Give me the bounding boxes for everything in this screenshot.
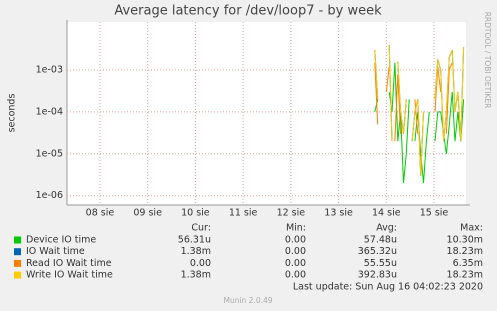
legend-swatch <box>14 259 21 267</box>
footer: Munin 2.0.49 <box>223 296 272 305</box>
y-tick-label: 1e-03 <box>36 65 63 76</box>
legend-value: 18.23m <box>447 270 483 281</box>
legend-value: 18.23m <box>447 246 483 257</box>
legend-value: 1.38m <box>181 270 211 281</box>
legend-label: Read IO Wait time <box>26 258 112 269</box>
x-tick-label: 15 sie <box>420 208 449 219</box>
legend-header: Min: <box>286 223 306 234</box>
legend-value: 392.83u <box>358 270 397 281</box>
legend-label: IO Wait time <box>26 246 85 257</box>
plot-area <box>67 22 466 205</box>
legend-label: Device IO time <box>26 235 96 246</box>
chart-title: Average latency for /dev/loop7 - by week <box>114 4 382 19</box>
legend-value: 1.38m <box>181 246 211 257</box>
legend-value: 0.00 <box>285 270 306 281</box>
legend-value: 56.31u <box>178 235 211 246</box>
legend-value: 10.30m <box>447 235 483 246</box>
x-tick-label: 10 sie <box>181 208 210 219</box>
x-tick-label: 14 sie <box>372 208 401 219</box>
side-label: RRDTOOL / TOBI OETIKER <box>483 12 492 109</box>
legend-swatch <box>14 271 21 279</box>
legend-swatch <box>14 236 21 244</box>
y-axis-label: seconds <box>7 94 18 133</box>
y-tick-label: 1e-05 <box>36 148 63 159</box>
legend-label: Write IO Wait time <box>26 270 113 281</box>
x-tick-label: 08 sie <box>86 208 115 219</box>
legend-value: 6.35m <box>453 258 483 269</box>
legend-swatch <box>14 248 21 256</box>
legend-header: Avg: <box>376 223 397 234</box>
y-tick-label: 1e-04 <box>36 106 63 117</box>
legend-value: 0.00 <box>285 246 306 257</box>
x-tick-label: 09 sie <box>133 208 162 219</box>
legend-value: 365.32u <box>358 246 397 257</box>
x-tick-label: 11 sie <box>229 208 258 219</box>
x-tick-label: 12 sie <box>277 208 306 219</box>
y-tick-label: 1e-06 <box>36 190 63 201</box>
x-tick-label: 13 sie <box>324 208 353 219</box>
legend-value: 0.00 <box>190 258 211 269</box>
series-line <box>374 62 465 184</box>
legend-value: 55.55u <box>364 258 397 269</box>
legend-header: Max: <box>460 223 483 234</box>
legend-value: 0.00 <box>285 235 306 246</box>
legend-value: 0.00 <box>285 258 306 269</box>
legend-header: Cur: <box>191 223 211 234</box>
legend-value: 57.48u <box>364 235 397 246</box>
series-line <box>374 44 465 176</box>
grid <box>67 22 466 205</box>
last-update: Last update: Sun Aug 16 04:02:23 2020 <box>293 282 483 293</box>
